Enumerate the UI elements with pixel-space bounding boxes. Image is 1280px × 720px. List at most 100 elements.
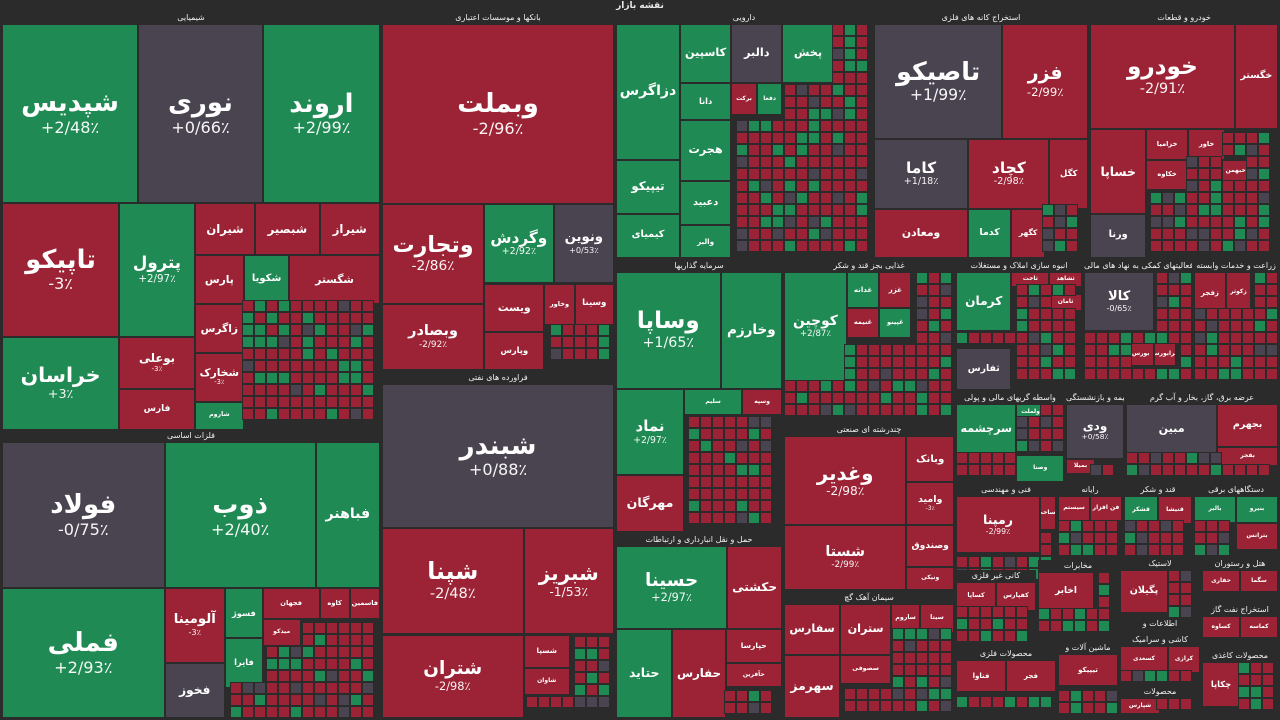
minor-stock-cell[interactable] <box>844 216 856 228</box>
minor-stock-cell[interactable] <box>1094 532 1106 544</box>
minor-stock-cell[interactable] <box>1198 216 1210 228</box>
minor-stock-cell[interactable] <box>1126 452 1138 464</box>
minor-stock-cell[interactable] <box>748 216 760 228</box>
minor-stock-cell[interactable] <box>820 192 832 204</box>
minor-stock-cell[interactable] <box>1258 168 1270 180</box>
minor-stock-cell[interactable] <box>1234 228 1246 240</box>
minor-stock-cell[interactable] <box>266 312 278 324</box>
minor-stock-cell[interactable] <box>1052 284 1064 296</box>
minor-stock-cell[interactable] <box>856 216 868 228</box>
minor-stock-cell[interactable] <box>1028 428 1040 440</box>
minor-stock-cell[interactable] <box>1206 332 1218 344</box>
minor-stock-cell[interactable] <box>784 204 796 216</box>
minor-stock-cell[interactable] <box>736 476 748 488</box>
stock-tile[interactable]: ونوین +0/53٪ <box>553 203 614 284</box>
minor-stock-cell[interactable] <box>856 48 868 60</box>
minor-stock-cell[interactable] <box>1206 356 1218 368</box>
minor-stock-cell[interactable] <box>278 706 290 718</box>
minor-stock-cell[interactable] <box>338 396 350 408</box>
minor-stock-cell[interactable] <box>892 356 904 368</box>
minor-stock-cell[interactable] <box>350 408 362 420</box>
stock-tile[interactable]: والبر <box>680 225 732 258</box>
minor-stock-cell[interactable] <box>574 648 586 660</box>
minor-stock-cell[interactable] <box>230 682 242 694</box>
stock-tile[interactable]: شسپا <box>523 634 570 668</box>
minor-stock-cell[interactable] <box>1050 608 1062 620</box>
minor-stock-cell[interactable] <box>940 308 952 320</box>
minor-stock-cell[interactable] <box>796 96 808 108</box>
minor-stock-cell[interactable] <box>1150 204 1162 216</box>
minor-stock-cell[interactable] <box>1218 368 1230 380</box>
minor-stock-cell[interactable] <box>338 372 350 384</box>
minor-stock-cell[interactable] <box>856 368 868 380</box>
minor-stock-cell[interactable] <box>832 144 844 156</box>
minor-stock-cell[interactable] <box>724 476 736 488</box>
minor-stock-cell[interactable] <box>880 700 892 712</box>
minor-stock-cell[interactable] <box>1230 308 1242 320</box>
stock-tile[interactable]: پارس <box>194 255 244 305</box>
minor-stock-cell[interactable] <box>302 622 314 634</box>
minor-stock-cell[interactable] <box>1258 144 1270 156</box>
minor-stock-cell[interactable] <box>338 622 350 634</box>
minor-stock-cell[interactable] <box>928 368 940 380</box>
minor-stock-cell[interactable] <box>1258 216 1270 228</box>
minor-stock-cell[interactable] <box>242 360 254 372</box>
minor-stock-cell[interactable] <box>772 204 784 216</box>
minor-stock-cell[interactable] <box>1074 608 1086 620</box>
minor-stock-cell[interactable] <box>1222 192 1234 204</box>
minor-stock-cell[interactable] <box>1096 356 1108 368</box>
minor-stock-cell[interactable] <box>784 168 796 180</box>
minor-stock-cell[interactable] <box>1168 606 1180 618</box>
minor-stock-cell[interactable] <box>1242 356 1254 368</box>
minor-stock-cell[interactable] <box>586 660 598 672</box>
minor-stock-cell[interactable] <box>940 652 952 664</box>
minor-stock-cell[interactable] <box>1144 670 1156 682</box>
minor-stock-cell[interactable] <box>1132 670 1144 682</box>
minor-stock-cell[interactable] <box>1150 464 1162 476</box>
minor-stock-cell[interactable] <box>832 96 844 108</box>
minor-stock-cell[interactable] <box>242 694 254 706</box>
minor-stock-cell[interactable] <box>598 660 610 672</box>
stock-tile[interactable]: شیراز <box>319 202 380 256</box>
stock-tile[interactable]: شستا -2/99٪ <box>784 525 907 590</box>
minor-stock-cell[interactable] <box>350 312 362 324</box>
minor-stock-cell[interactable] <box>796 404 808 416</box>
minor-stock-cell[interactable] <box>844 156 856 168</box>
minor-stock-cell[interactable] <box>700 428 712 440</box>
stock-tile[interactable]: خساپا <box>1090 129 1147 214</box>
minor-stock-cell[interactable] <box>1186 216 1198 228</box>
minor-stock-cell[interactable] <box>1230 332 1242 344</box>
minor-stock-cell[interactable] <box>844 48 856 60</box>
minor-stock-cell[interactable] <box>892 368 904 380</box>
minor-stock-cell[interactable] <box>242 300 254 312</box>
stock-tile[interactable]: فجر <box>1006 660 1056 692</box>
minor-stock-cell[interactable] <box>302 396 314 408</box>
minor-stock-cell[interactable] <box>266 694 278 706</box>
minor-stock-cell[interactable] <box>314 694 326 706</box>
minor-stock-cell[interactable] <box>796 180 808 192</box>
minor-stock-cell[interactable] <box>1016 556 1028 568</box>
minor-stock-cell[interactable] <box>808 392 820 404</box>
minor-stock-cell[interactable] <box>1016 284 1028 296</box>
minor-stock-cell[interactable] <box>748 168 760 180</box>
minor-stock-cell[interactable] <box>992 618 1004 630</box>
minor-stock-cell[interactable] <box>1150 192 1162 204</box>
stock-tile[interactable]: وخاور <box>544 283 575 326</box>
stock-tile[interactable]: حآفرین <box>725 662 782 688</box>
minor-stock-cell[interactable] <box>868 344 880 356</box>
stock-tile[interactable]: فرابورس <box>1154 342 1176 367</box>
minor-stock-cell[interactable] <box>856 192 868 204</box>
minor-stock-cell[interactable] <box>760 512 772 524</box>
minor-stock-cell[interactable] <box>1052 428 1064 440</box>
stock-tile[interactable]: سصوفی <box>840 655 892 684</box>
minor-stock-cell[interactable] <box>302 682 314 694</box>
minor-stock-cell[interactable] <box>338 384 350 396</box>
minor-stock-cell[interactable] <box>928 284 940 296</box>
minor-stock-cell[interactable] <box>968 696 980 708</box>
minor-stock-cell[interactable] <box>1040 368 1052 380</box>
minor-stock-cell[interactable] <box>550 348 562 360</box>
minor-stock-cell[interactable] <box>928 332 940 344</box>
minor-stock-cell[interactable] <box>1254 344 1266 356</box>
minor-stock-cell[interactable] <box>1096 368 1108 380</box>
minor-stock-cell[interactable] <box>1084 356 1096 368</box>
